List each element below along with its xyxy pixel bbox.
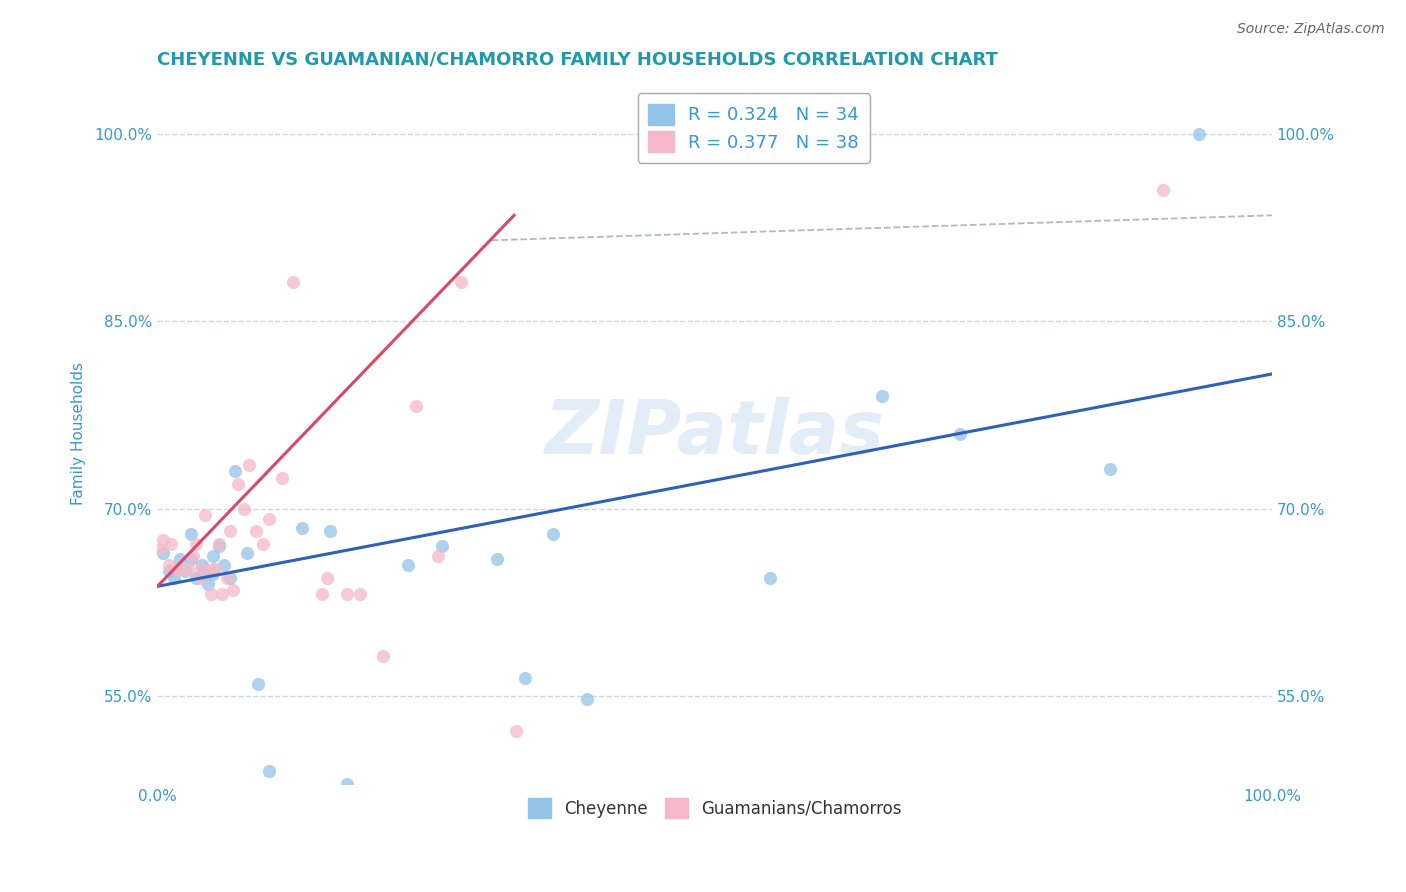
Point — [215, 571, 238, 585]
Point — [188, 571, 211, 585]
Point — [283, 275, 305, 289]
Point — [163, 571, 186, 585]
Point — [450, 275, 472, 289]
Point — [430, 540, 453, 554]
Point — [233, 502, 256, 516]
Point — [157, 558, 180, 573]
Point — [186, 571, 208, 585]
Point — [349, 587, 371, 601]
Point — [202, 549, 225, 564]
Point — [226, 476, 249, 491]
Point — [202, 566, 225, 581]
Point — [257, 764, 280, 779]
Point — [235, 546, 257, 560]
Point — [949, 426, 972, 441]
Point — [200, 587, 222, 601]
Point — [396, 558, 419, 573]
Point — [246, 677, 269, 691]
Point — [191, 562, 214, 576]
Point — [371, 649, 394, 664]
Point — [152, 546, 174, 560]
Point — [191, 558, 214, 573]
Point — [238, 458, 260, 472]
Point — [257, 512, 280, 526]
Point — [222, 583, 245, 598]
Point — [311, 587, 333, 601]
Point — [191, 566, 214, 581]
Point — [204, 562, 226, 576]
Point — [515, 671, 537, 685]
Point — [177, 562, 200, 576]
Point — [315, 571, 337, 585]
Point — [405, 400, 427, 414]
Point — [575, 691, 598, 706]
Point — [336, 587, 359, 601]
Point — [211, 587, 233, 601]
Point — [1152, 183, 1174, 197]
Point — [166, 562, 188, 576]
Point — [505, 724, 527, 739]
Text: Source: ZipAtlas.com: Source: ZipAtlas.com — [1237, 22, 1385, 37]
Point — [319, 524, 342, 539]
Legend: Cheyenne, Guamanians/Chamorros: Cheyenne, Guamanians/Chamorros — [522, 792, 908, 824]
Point — [152, 533, 174, 548]
Point — [1099, 462, 1122, 476]
Point — [245, 524, 267, 539]
Point — [194, 508, 217, 523]
Point — [214, 558, 236, 573]
Point — [180, 552, 202, 566]
Point — [157, 565, 180, 579]
Point — [486, 552, 509, 566]
Point — [208, 540, 231, 554]
Point — [170, 562, 193, 576]
Point — [169, 552, 191, 566]
Point — [149, 541, 172, 556]
Y-axis label: Family Households: Family Households — [72, 362, 86, 506]
Point — [181, 549, 204, 564]
Point — [1188, 127, 1211, 141]
Text: ZIPatlas: ZIPatlas — [544, 398, 884, 470]
Point — [870, 389, 893, 403]
Point — [224, 464, 246, 478]
Point — [174, 565, 197, 579]
Point — [271, 470, 294, 484]
Point — [159, 537, 181, 551]
Point — [197, 577, 219, 591]
Point — [202, 562, 225, 576]
Text: CHEYENNE VS GUAMANIAN/CHAMORRO FAMILY HOUSEHOLDS CORRELATION CHART: CHEYENNE VS GUAMANIAN/CHAMORRO FAMILY HO… — [157, 51, 998, 69]
Point — [252, 537, 274, 551]
Point — [291, 521, 314, 535]
Point — [336, 777, 359, 791]
Point — [759, 571, 782, 585]
Point — [427, 549, 450, 564]
Point — [208, 537, 231, 551]
Point — [218, 524, 240, 539]
Point — [541, 527, 564, 541]
Point — [180, 527, 202, 541]
Point — [186, 537, 208, 551]
Point — [218, 571, 240, 585]
